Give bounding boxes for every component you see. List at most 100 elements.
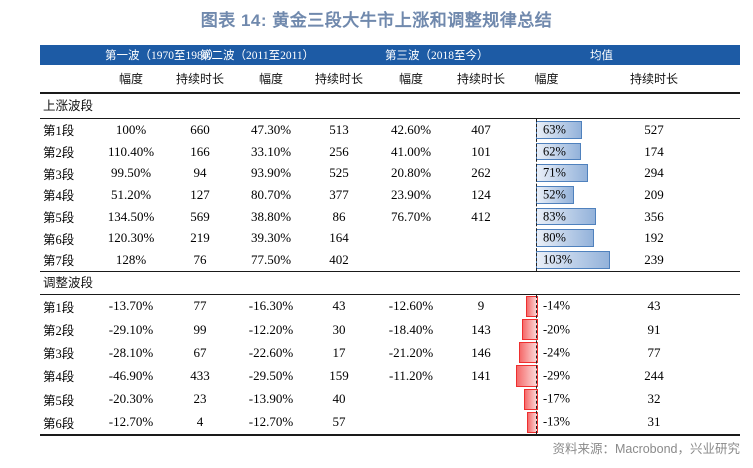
mean-amplitude-bar-cell: -24% [509, 341, 600, 364]
wave1-duration: 67 [193, 344, 207, 360]
mean-amplitude-value: -24% [543, 345, 571, 360]
wave1-duration: 94 [193, 165, 207, 181]
wave2-amplitude: -16.30% [248, 298, 294, 314]
wave1-duration: 166 [190, 143, 210, 159]
mean-amplitude-value: -13% [543, 414, 571, 429]
zero-axis-dashed-line [536, 119, 537, 271]
mean-amplitude-value: 63% [543, 122, 566, 137]
column-group-wave2: 第二波（2011至2011） [200, 50, 315, 62]
sub-header-wave1-amplitude: 幅度 [118, 72, 143, 86]
segment-label: 第5段 [43, 393, 75, 408]
wave2-duration: 40 [332, 391, 346, 407]
mean-amplitude-bar-cell: -14% [509, 295, 600, 318]
mean-amplitude-bar-cell: 80% [509, 227, 600, 249]
table-row: 第4段 51.20% 127 80.70% 377 23.90% 124 52% 209 [40, 184, 740, 206]
table-row: 第6段 -12.70% 4 -12.70% 57 -13% 31 [40, 411, 740, 434]
mean-amplitude-bar-cell: 103% [509, 249, 611, 271]
wave2-amplitude: -22.60% [248, 344, 294, 360]
section-rows-rise: 第1段 100% 660 47.30% 513 42.60% 407 63% 527 第2段 110… [40, 119, 740, 272]
wave3-amplitude: -11.20% [389, 367, 433, 383]
wave1-amplitude: -13.70% [108, 298, 154, 314]
wave3-duration: 407 [471, 121, 491, 137]
wave1-duration: 569 [190, 208, 210, 224]
wave3-duration: 101 [471, 143, 491, 159]
segment-label: 第1段 [43, 300, 75, 315]
mean-amplitude-bar [519, 342, 538, 364]
segment-label: 第6段 [43, 232, 75, 247]
segment-label: 第6段 [43, 416, 75, 431]
mean-amplitude-value: 71% [543, 165, 566, 180]
mean-amplitude-value: -17% [543, 391, 571, 406]
source-note: 资料来源：Macrobond，兴业研究 [552, 442, 740, 456]
wave1-duration: 219 [190, 230, 210, 246]
wave3-amplitude: -12.60% [388, 298, 434, 314]
section-rows-adjust: 第1段 -13.70% 77 -16.30% 43 -12.60% 9 -14% 43 第2段 -2… [40, 294, 740, 436]
wave1-duration: 76 [193, 251, 207, 267]
wave3-amplitude: 23.90% [390, 186, 432, 202]
wave2-amplitude: 47.30% [250, 121, 292, 137]
sub-header-wave3-duration: 持续时长 [456, 72, 505, 86]
wave1-amplitude: 128% [115, 251, 147, 267]
mean-amplitude-bar-cell: 63% [509, 119, 600, 141]
wave3-duration: 143 [471, 321, 491, 337]
mean-amplitude-bar [515, 365, 538, 387]
table-row: 第1段 -13.70% 77 -16.30% 43 -12.60% 9 -14% 43 [40, 295, 740, 318]
table-row: 第6段 120.30% 219 39.30% 164 80% 192 [40, 227, 740, 249]
wave3-duration: 141 [471, 367, 491, 383]
wave1-amplitude: -29.10% [108, 321, 154, 337]
zero-axis-dashed-line [536, 294, 537, 434]
mean-amplitude-value: 62% [543, 144, 566, 159]
mean-duration: 174 [644, 143, 664, 159]
wave3-amplitude: 20.80% [390, 165, 432, 181]
wave1-duration: 23 [193, 391, 207, 407]
wave1-amplitude: 100% [115, 121, 147, 137]
mean-duration: 244 [644, 367, 664, 383]
column-group-wave3: 第三波（2018至今） [385, 50, 489, 62]
wave1-amplitude: 110.40% [107, 143, 155, 159]
section-label-rise: 上涨波段 [40, 94, 740, 119]
sub-header-wave2-duration: 持续时长 [314, 72, 363, 86]
mean-amplitude-bar-cell: -20% [509, 318, 600, 341]
table-row: 第4段 -46.90% 433 -29.50% 159 -11.20% 141 -29% 244 [40, 364, 740, 387]
wave3-amplitude: 41.00% [390, 143, 432, 159]
wave1-amplitude: -12.70% [108, 414, 154, 430]
wave2-duration: 17 [332, 344, 346, 360]
table-row: 第7段 128% 76 77.50% 402 103% 239 [40, 249, 740, 271]
mean-amplitude-value: -29% [543, 368, 571, 383]
table-row: 第5段 134.50% 569 38.80% 86 76.70% 412 83% 356 [40, 206, 740, 228]
wave2-duration: 57 [332, 414, 346, 430]
segment-label: 第4段 [43, 370, 75, 385]
wave2-amplitude: 77.50% [250, 251, 292, 267]
sub-header-wave3-amplitude: 幅度 [398, 72, 423, 86]
mean-duration: 294 [644, 165, 664, 181]
mean-duration: 77 [647, 344, 661, 360]
mean-amplitude-bar-cell: -29% [509, 364, 600, 387]
mean-amplitude-bar [522, 319, 538, 341]
mean-amplitude-value: 103% [543, 252, 573, 267]
mean-amplitude-value: 83% [543, 209, 566, 224]
wave2-duration: 402 [329, 251, 349, 267]
wave1-duration: 4 [196, 414, 204, 430]
wave3-duration: 124 [471, 186, 491, 202]
mean-duration: 43 [647, 298, 661, 314]
mean-duration: 527 [644, 121, 664, 137]
wave1-duration: 99 [193, 321, 207, 337]
wave3-amplitude: -21.20% [388, 344, 434, 360]
wave1-amplitude: 134.50% [107, 208, 155, 224]
wave1-amplitude: 99.50% [110, 165, 152, 181]
wave3-duration: 262 [471, 165, 491, 181]
column-group-wave1: 第一波（1970至1980） [105, 50, 220, 62]
table-row: 第3段 99.50% 94 93.90% 525 20.80% 262 71% 294 [40, 162, 740, 184]
segment-label: 第3段 [43, 167, 75, 182]
wave2-duration: 159 [329, 367, 349, 383]
sub-header-mean-amplitude: 幅度 [534, 72, 559, 86]
wave2-amplitude: 93.90% [250, 165, 292, 181]
wave2-amplitude: 33.10% [250, 143, 292, 159]
mean-amplitude-value: -14% [543, 298, 571, 313]
segment-label: 第4段 [43, 189, 75, 204]
mean-amplitude-bar [526, 295, 538, 317]
wave2-duration: 43 [332, 298, 346, 314]
wave3-amplitude: 76.70% [390, 208, 432, 224]
wave2-amplitude: -12.20% [248, 321, 294, 337]
